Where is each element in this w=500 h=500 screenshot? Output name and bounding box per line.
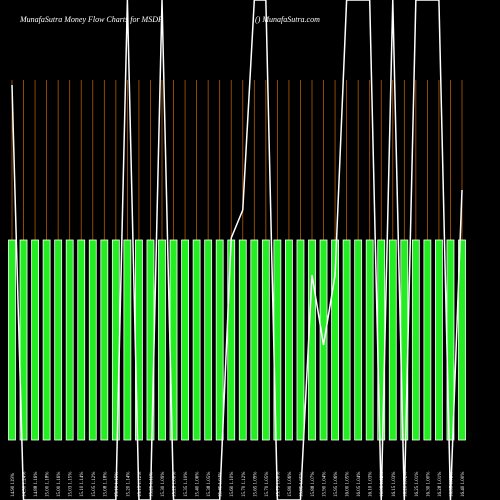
bar [123,239,132,441]
bar [181,239,189,441]
x-tick-label: 15.40 1.06% [196,472,201,497]
x-tick-label: 16.20 1.02% [403,472,408,497]
bar [261,239,270,441]
x-tick-label: 15.15 1.12% [138,472,143,497]
bar [192,239,201,441]
bar [54,239,63,441]
plot [8,0,466,500]
x-tick-label: 15.05 1.12% [92,472,97,497]
bar [296,239,305,441]
bar [308,239,316,441]
x-tick-label: 15.65 1.09% [253,472,258,497]
bar [77,239,86,441]
x-tick-label: 15.00 1.16% [57,472,62,497]
bar [88,239,97,441]
bar [365,239,374,441]
bar [342,239,351,441]
x-tick-label: 16.35 1.02% [449,472,454,497]
x-tick-label: 15.60 1.10% [230,472,235,497]
x-tick-label: 15.25 1.11% [149,472,154,497]
x-tick-label: 15.30 1.09% [161,472,166,497]
bar [423,239,432,441]
chart-title: MunafaSutra Money Flow Charts for MSDP [19,15,163,24]
x-tick-label: 15.10 1.15% [115,472,120,497]
bar [319,239,328,441]
x-tick-label: 14.90 119% [11,473,16,497]
x-tick-label: 16.30 1.00% [426,472,431,497]
x-tick-label: 14.90 1.24% [23,472,28,497]
bar [285,239,293,441]
x-tick-label: 15.20 1.14% [126,472,131,497]
x-tick-label: 16.28 1.01% [438,472,443,497]
x-tick-label: 14.88 1.16% [34,472,39,497]
bar [354,239,363,441]
x-tick-label: 16.40 1.00% [461,472,466,497]
bar [158,239,166,441]
x-tick-label: 16.15 1.03% [392,472,397,497]
chart-subtitle: () MunafaSutra.com [255,15,320,24]
bar [331,239,339,441]
x-tick-label: 15.85 1.05% [299,472,304,497]
x-tick-label: 16.10 1.03% [369,472,374,497]
x-tick-label: 15.95 1.06% [334,472,339,497]
x-tick-label: 15.80 1.06% [288,472,293,497]
bar [8,239,16,441]
x-tick-label: 15.70 1.12% [242,472,247,497]
bar [238,239,247,441]
x-tick-label: 15.90 1.04% [323,472,328,497]
bar [227,239,236,441]
bar [215,239,224,441]
x-tick-label: 15.75 1.08% [276,472,281,497]
bar [100,239,109,441]
x-tick-label: 15.70 1.05% [265,472,270,497]
x-tick-label: 16.00 1.05% [346,472,351,497]
x-tick-label: 15.38 1.05% [207,472,212,497]
money-flow-line [11,0,463,500]
bar [458,239,466,441]
x-tick-label: 15.88 1.07% [311,472,316,497]
x-tick-label: 15.28 1.08% [173,472,178,497]
x-tick-label: 15.35 1.10% [184,472,189,497]
x-tick-label: 16.25 1.01% [415,472,420,497]
x-tick-label: 15.03 1.15% [69,472,74,497]
x-tick-label: 15.45 1.04% [219,472,224,497]
bar [435,239,443,441]
x-tick-label: 15.08 1.18% [103,472,108,497]
bar [388,239,397,441]
x-tick-label: 16.08 1.02% [380,472,385,497]
x-tick-label: 15.00 1.18% [46,472,51,497]
bar [65,239,74,441]
x-tick-label: 15.10 1.14% [80,472,85,497]
bar [411,239,420,441]
x-tick-label: 16.05 1.04% [357,472,362,497]
bar [204,239,213,441]
bar [42,239,51,441]
bar [250,239,259,441]
bar [19,239,28,441]
bar [31,239,39,441]
